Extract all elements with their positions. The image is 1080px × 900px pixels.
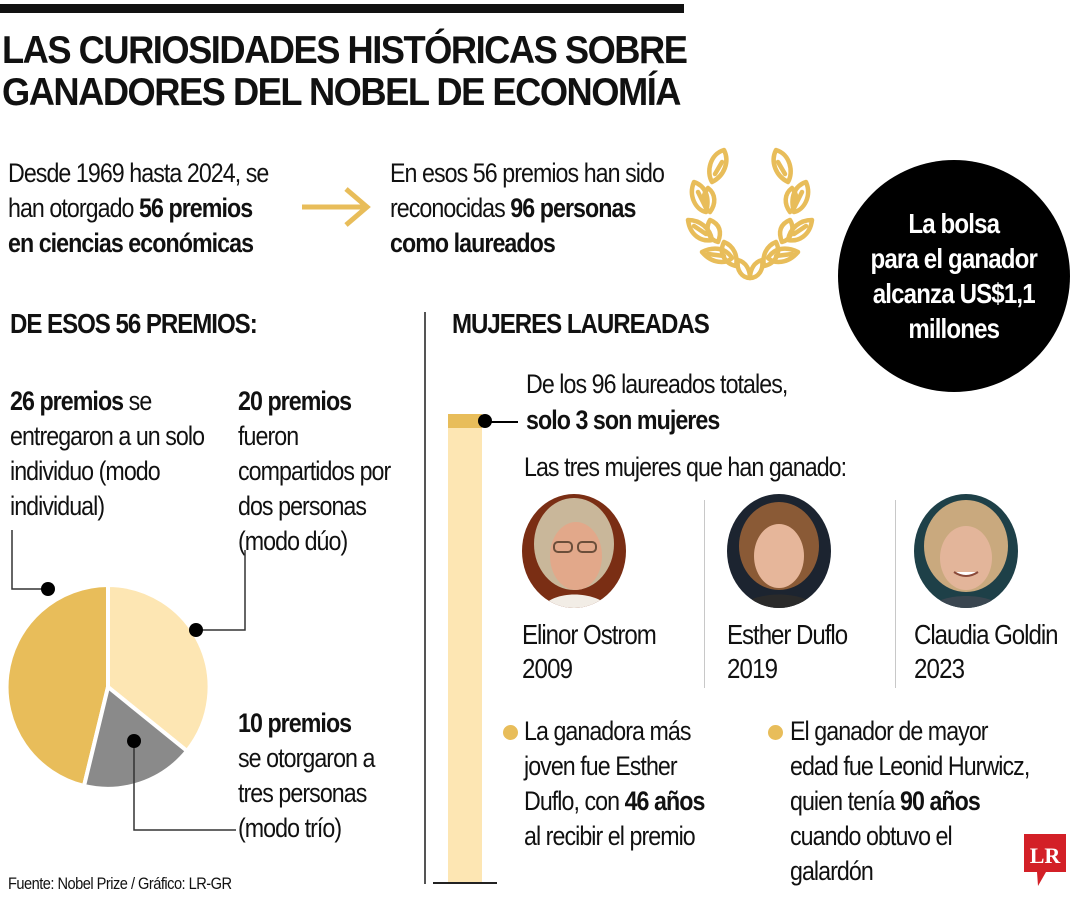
lead-awards-count: Desde 1969 hasta 2024, se han otorgado 5…	[8, 156, 269, 261]
lr-logo-icon: LR	[1024, 834, 1066, 886]
lead-left-line-1: Desde 1969 hasta 2024, se	[8, 158, 269, 188]
title-line-1: LAS CURIOSIDADES HISTÓRICAS SOBRE	[2, 29, 688, 72]
source-credit: Fuente: Nobel Prize / Gráfico: LR-GR	[8, 874, 232, 893]
bar-marker-line	[490, 421, 518, 423]
lead-right-line-2: reconocidas 96 personas	[390, 193, 636, 223]
vertical-divider	[424, 312, 426, 884]
svg-text:LR: LR	[1030, 843, 1062, 868]
lead-left-line-3: en ciencias económicas	[8, 228, 254, 258]
laureate-separator	[895, 500, 896, 688]
arrow-right-icon	[302, 187, 371, 227]
bar-marker-dot	[478, 414, 492, 428]
laurel-wreath-icon	[685, 147, 815, 281]
pie-connectors	[11, 530, 246, 831]
pie-label-individual: 26 premios se entregaron a un solo indiv…	[10, 386, 205, 521]
pie-slice-individual	[4, 582, 110, 789]
prize-pool-text: La bolsa para el ganador alcanza US$1,1 …	[870, 208, 1038, 344]
lead-right-line-1: En esos 56 premios han sido	[390, 158, 665, 188]
pie-slice-duo	[106, 582, 212, 754]
laureates-total-bar	[448, 414, 482, 884]
women-intro: De los 96 laureados totales, solo 3 son …	[526, 366, 788, 438]
lead-laureates-count: En esos 56 premios han sido reconocidas …	[390, 156, 665, 261]
prize-pool-badge: La bolsa para el ganador alcanza US$1,1 …	[838, 160, 1070, 392]
women-count-highlight: solo 3 son mujeres	[526, 405, 720, 435]
section-title-premios: DE ESOS 56 PREMIOS:	[10, 308, 258, 339]
portrait-esther-duflo	[727, 494, 831, 608]
laureate-separator	[704, 500, 705, 688]
women-subtitle: Las tres mujeres que han ganado:	[524, 452, 847, 482]
laureates-count-highlight: 96 personas	[510, 193, 636, 223]
section-title-mujeres: MUJERES LAUREADAS	[452, 308, 710, 339]
bullet-icon	[768, 725, 783, 740]
fact-oldest-winner: El ganador de mayor edad fue Leonid Hurw…	[790, 716, 1030, 886]
portrait-claudia-goldin	[914, 494, 1018, 608]
title-line-2: GANADORES DEL NOBEL DE ECONOMÍA	[2, 71, 681, 114]
pie-label-duo: 20 premios fueron compartidos por dos pe…	[238, 386, 391, 556]
top-rule	[0, 4, 684, 13]
pie-label-trio: 10 premios se otorgaron a tres personas …	[238, 708, 375, 843]
portrait-elinor-ostrom	[522, 494, 626, 608]
women-laureates-bar	[448, 414, 482, 428]
laureate-card: Esther Duflo 2019	[727, 494, 907, 686]
fact-youngest-winner: La ganadora más joven fue Esther Duflo, …	[524, 716, 705, 851]
laureate-card: Claudia Goldin 2023	[914, 494, 1080, 686]
bullet-icon	[503, 725, 518, 740]
lead-right-line-3: como laureados	[390, 228, 556, 258]
page-title: LAS CURIOSIDADES HISTÓRICAS SOBRE GANADO…	[2, 29, 688, 114]
bar-baseline	[433, 882, 497, 884]
lead-left-line-2: han otorgado 56 premios	[8, 193, 253, 223]
awards-count-highlight: 56 premios	[139, 193, 253, 223]
prize-amount: alcanza US$1,1	[872, 278, 1036, 309]
laureate-card: Elinor Ostrom 2009	[522, 494, 702, 686]
